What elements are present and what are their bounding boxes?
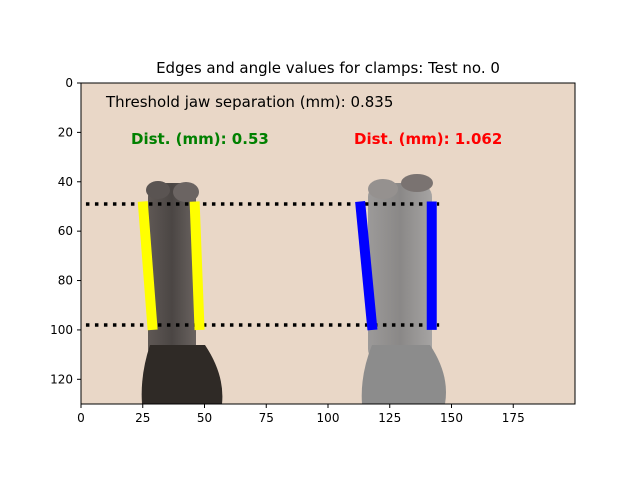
x-tick-label: 125 <box>378 411 401 425</box>
x-tick-label: 25 <box>135 411 150 425</box>
left-clamp-image <box>141 181 223 404</box>
x-tick-label: 0 <box>77 411 85 425</box>
left-clamp-edge-line <box>189 201 205 331</box>
x-axis: 0 25 50 75 100 125 150 175 <box>77 404 525 425</box>
x-tick-label: 50 <box>197 411 212 425</box>
photo <box>81 83 575 404</box>
x-tick-label: 75 <box>259 411 274 425</box>
right-clamp-edge-line <box>355 201 378 331</box>
y-tick-label: 60 <box>58 224 73 238</box>
threshold-label: Threshold jaw separation (mm): 0.835 <box>105 93 393 111</box>
figure-title: Edges and angle values for clamps: Test … <box>156 59 500 77</box>
y-tick-label: 0 <box>65 76 73 90</box>
y-tick-label: 120 <box>50 372 73 386</box>
x-tick-label: 175 <box>502 411 525 425</box>
y-tick-label: 40 <box>58 175 73 189</box>
left-clamp-edge-line <box>137 201 158 331</box>
right-distance-label: Dist. (mm): 1.062 <box>354 130 502 148</box>
left-distance-label: Dist. (mm): 0.53 <box>131 130 269 148</box>
y-tick-label: 80 <box>58 274 73 288</box>
x-tick-label: 100 <box>317 411 340 425</box>
right-clamp-image <box>361 174 446 404</box>
y-axis: 0 20 40 60 80 100 120 <box>50 76 81 386</box>
overlay <box>85 201 440 331</box>
y-tick-label: 100 <box>50 323 73 337</box>
y-tick-label: 20 <box>58 125 73 139</box>
x-tick-label: 150 <box>440 411 463 425</box>
